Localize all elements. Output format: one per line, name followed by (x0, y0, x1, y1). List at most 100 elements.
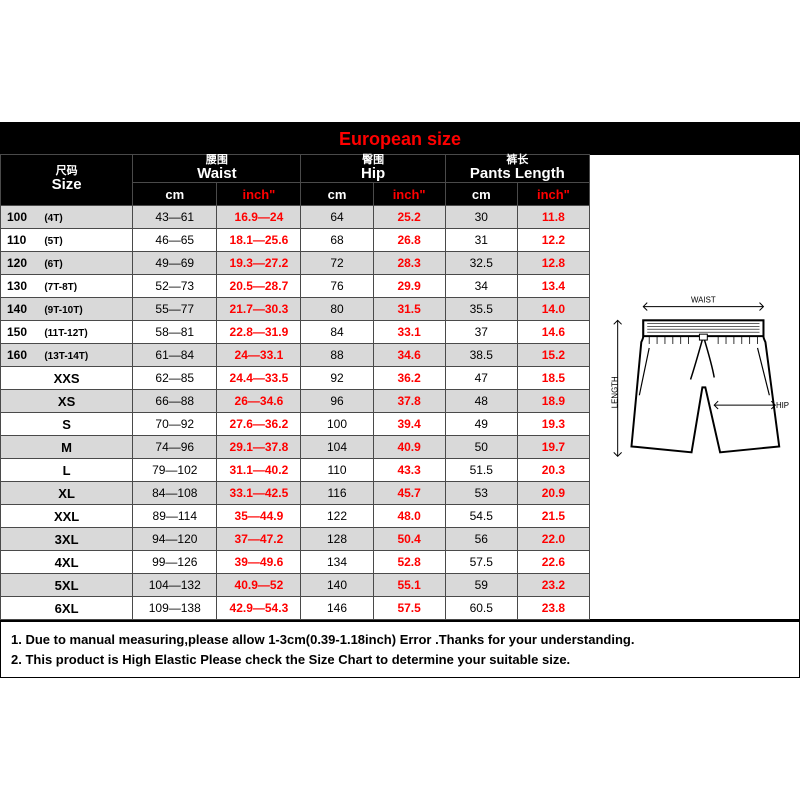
cell-lin: 11.8 (517, 206, 589, 229)
cell-hcm: 76 (301, 275, 373, 298)
table-row: 4XL99—12639—49.613452.857.522.6 (1, 551, 590, 574)
table-row: 110 (5T)46—6518.1—25.66826.83112.2 (1, 229, 590, 252)
cell-win: 42.9—54.3 (217, 597, 301, 620)
cell-wcm: 79—102 (133, 459, 217, 482)
cell-lin: 12.2 (517, 229, 589, 252)
cell-size: 3XL (1, 528, 133, 551)
cell-lcm: 38.5 (445, 344, 517, 367)
unit-inch: inch" (517, 183, 589, 206)
cell-size: 140 (9T-10T) (1, 298, 133, 321)
cell-wcm: 52—73 (133, 275, 217, 298)
cell-hin: 45.7 (373, 482, 445, 505)
cell-hcm: 96 (301, 390, 373, 413)
cell-lcm: 54.5 (445, 505, 517, 528)
cell-hin: 57.5 (373, 597, 445, 620)
notes: 1. Due to manual measuring,please allow … (0, 620, 800, 678)
cell-wcm: 43—61 (133, 206, 217, 229)
table-row: 140 (9T-10T)55—7721.7—30.38031.535.514.0 (1, 298, 590, 321)
note-1: 1. Due to manual measuring,please allow … (11, 630, 789, 650)
cell-hin: 50.4 (373, 528, 445, 551)
cell-wcm: 70—92 (133, 413, 217, 436)
cell-lin: 23.8 (517, 597, 589, 620)
cell-size: XS (1, 390, 133, 413)
cell-hin: 48.0 (373, 505, 445, 528)
cell-size: XXL (1, 505, 133, 528)
cell-win: 40.9—52 (217, 574, 301, 597)
cell-size: 150 (11T-12T) (1, 321, 133, 344)
cell-wcm: 84—108 (133, 482, 217, 505)
table-row: 100 (4T)43—6116.9—246425.23011.8 (1, 206, 590, 229)
cell-win: 20.5—28.7 (217, 275, 301, 298)
cell-size: 100 (4T) (1, 206, 133, 229)
cell-wcm: 104—132 (133, 574, 217, 597)
cell-wcm: 99—126 (133, 551, 217, 574)
unit-cm: cm (133, 183, 217, 206)
cell-win: 33.1—42.5 (217, 482, 301, 505)
cell-size: M (1, 436, 133, 459)
size-table: 尺码 Size 腰围 Waist 臀围 Hip 裤长 Pants Length … (0, 154, 590, 621)
cell-lcm: 51.5 (445, 459, 517, 482)
cell-hin: 36.2 (373, 367, 445, 390)
table-row: 120 (6T)49—6919.3—27.27228.332.512.8 (1, 252, 590, 275)
cell-lcm: 49 (445, 413, 517, 436)
col-length: 裤长 Pants Length (445, 154, 589, 183)
cell-size: 120 (6T) (1, 252, 133, 275)
cell-wcm: 46—65 (133, 229, 217, 252)
cell-size: XXS (1, 367, 133, 390)
cell-lcm: 59 (445, 574, 517, 597)
cell-hin: 29.9 (373, 275, 445, 298)
cell-hin: 37.8 (373, 390, 445, 413)
table-row: 6XL109—13842.9—54.314657.560.523.8 (1, 597, 590, 620)
cell-win: 18.1—25.6 (217, 229, 301, 252)
cell-win: 24—33.1 (217, 344, 301, 367)
table-row: S70—9227.6—36.210039.44919.3 (1, 413, 590, 436)
cell-hcm: 72 (301, 252, 373, 275)
cell-win: 27.6—36.2 (217, 413, 301, 436)
cell-hcm: 84 (301, 321, 373, 344)
cell-hcm: 64 (301, 206, 373, 229)
cell-hin: 52.8 (373, 551, 445, 574)
cell-hcm: 92 (301, 367, 373, 390)
cell-lin: 13.4 (517, 275, 589, 298)
cell-lcm: 57.5 (445, 551, 517, 574)
unit-cm: cm (301, 183, 373, 206)
cell-lcm: 47 (445, 367, 517, 390)
cell-wcm: 94—120 (133, 528, 217, 551)
table-row: XL84—10833.1—42.511645.75320.9 (1, 482, 590, 505)
cell-lcm: 34 (445, 275, 517, 298)
cell-lin: 18.5 (517, 367, 589, 390)
shorts-diagram: WAIST LENGTH (590, 154, 800, 621)
cell-wcm: 89—114 (133, 505, 217, 528)
chart-title: European size (0, 122, 800, 154)
cell-lin: 20.9 (517, 482, 589, 505)
label-hip: HIP (776, 401, 789, 410)
cell-lin: 18.9 (517, 390, 589, 413)
cell-lin: 14.0 (517, 298, 589, 321)
cell-win: 39—49.6 (217, 551, 301, 574)
unit-cm: cm (445, 183, 517, 206)
unit-inch: inch" (217, 183, 301, 206)
cell-hcm: 80 (301, 298, 373, 321)
cell-hin: 28.3 (373, 252, 445, 275)
col-size: 尺码 Size (1, 154, 133, 206)
cell-lin: 21.5 (517, 505, 589, 528)
cell-wcm: 49—69 (133, 252, 217, 275)
table-row: 160 (13T-14T)61—8424—33.18834.638.515.2 (1, 344, 590, 367)
cell-win: 19.3—27.2 (217, 252, 301, 275)
cell-lcm: 60.5 (445, 597, 517, 620)
cell-hin: 25.2 (373, 206, 445, 229)
cell-size: 4XL (1, 551, 133, 574)
cell-wcm: 109—138 (133, 597, 217, 620)
cell-hin: 34.6 (373, 344, 445, 367)
cell-lcm: 48 (445, 390, 517, 413)
cell-win: 24.4—33.5 (217, 367, 301, 390)
cell-hcm: 146 (301, 597, 373, 620)
table-row: 150 (11T-12T)58—8122.8—31.98433.13714.6 (1, 321, 590, 344)
cell-lin: 22.0 (517, 528, 589, 551)
cell-win: 21.7—30.3 (217, 298, 301, 321)
cell-lin: 20.3 (517, 459, 589, 482)
cell-size: 5XL (1, 574, 133, 597)
table-row: XS66—8826—34.69637.84818.9 (1, 390, 590, 413)
cell-lcm: 35.5 (445, 298, 517, 321)
cell-lcm: 37 (445, 321, 517, 344)
